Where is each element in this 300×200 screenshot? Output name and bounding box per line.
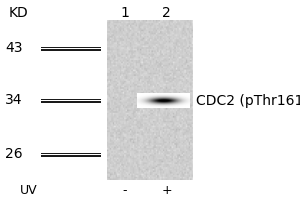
Bar [40, 99, 100, 100]
Text: 26: 26 [5, 147, 22, 161]
Bar [40, 101, 100, 103]
Bar [40, 47, 100, 48]
Text: UV: UV [20, 184, 37, 198]
Text: 1: 1 [120, 6, 129, 20]
Bar [40, 155, 100, 157]
Bar [40, 49, 100, 51]
Text: 43: 43 [5, 41, 22, 55]
Text: -: - [122, 184, 127, 198]
Text: 34: 34 [5, 93, 22, 107]
Bar [40, 153, 100, 154]
Text: 2: 2 [162, 6, 171, 20]
Bar [106, 20, 192, 180]
Text: KD: KD [9, 6, 29, 20]
Text: +: + [161, 184, 172, 198]
Text: CDC2 (pThr161): CDC2 (pThr161) [196, 94, 300, 108]
